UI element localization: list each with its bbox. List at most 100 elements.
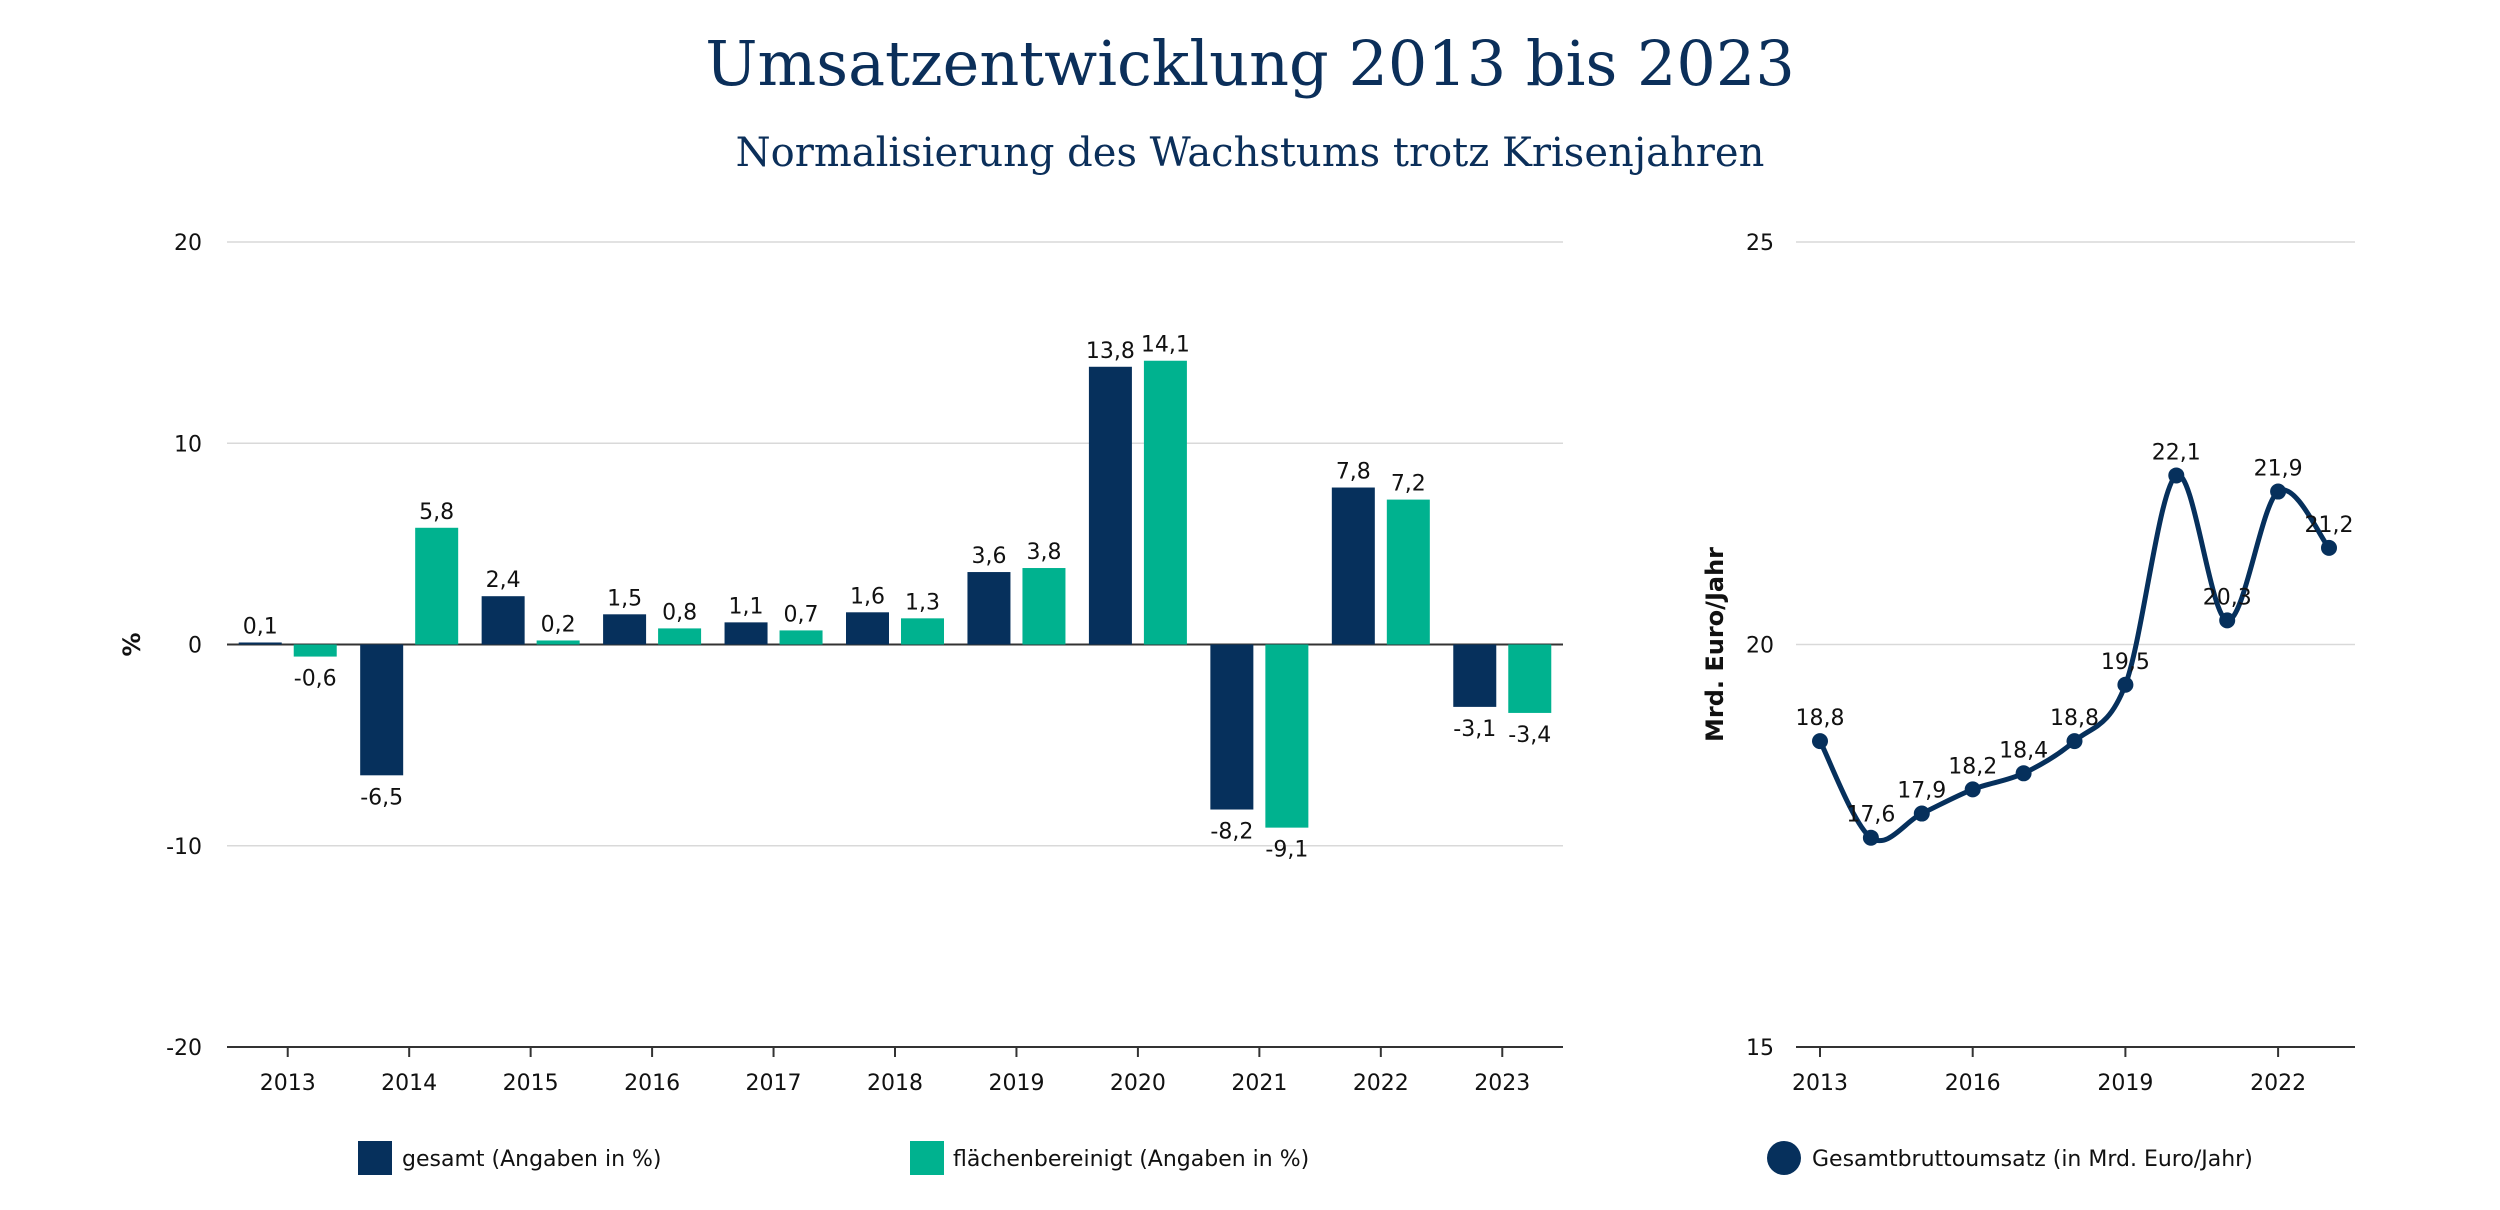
y-tick-label: 20 [174,231,202,256]
x-tick-label: 2018 [867,1071,923,1096]
bar-gesamt [238,642,282,645]
line-point [2270,483,2287,500]
bar-gesamt [603,614,647,645]
bar-data-label: 0,2 [541,612,576,637]
line-data-label: 22,1 [2152,440,2201,465]
legend-label-flaechenbereinigt: flächenbereinigt (Angaben in %) [953,1147,1309,1172]
bar-flaechenbereinigt [1143,360,1187,645]
line-point [1812,733,1828,750]
line-data-label: 21,9 [2254,457,2303,482]
line-series [1817,472,2332,843]
y-tick-label: 15 [1746,1036,1774,1061]
bar-flaechenbereinigt [1386,499,1430,645]
bar-gesamt [481,596,525,645]
legend-label-gesamt: gesamt (Angaben in %) [402,1147,662,1172]
y-tick-label: 20 [1746,634,1774,659]
bar-data-label: 0,7 [784,602,819,627]
x-tick-label: 2021 [1231,1071,1287,1096]
legend-swatch-gesamt [358,1141,392,1175]
x-tick-label: 2016 [624,1071,680,1096]
y-tick-label: 10 [174,432,202,457]
bar-data-label: -3,1 [1453,717,1496,742]
line-point [1862,829,1879,846]
line-point [2117,676,2134,693]
bar-gesamt [846,612,889,645]
line-point [1964,781,1981,798]
bar-gesamt [360,644,404,776]
x-tick-label: 2015 [503,1071,559,1096]
bar-data-label: -6,5 [360,785,403,810]
bar-data-label: -0,6 [294,667,337,692]
bar-data-label: -9,1 [1265,838,1308,863]
y-axis-title: Mrd. Euro/Jahr [1701,547,1729,742]
bar-flaechenbereinigt [1022,568,1066,645]
x-tick-label: 2016 [1945,1071,2001,1096]
line-data-label: 21,2 [2305,513,2354,538]
x-tick-label: 2023 [1474,1071,1530,1096]
bar-data-label: 1,3 [905,590,940,615]
line-point [2168,467,2185,484]
bar-gesamt [724,622,768,645]
bar-data-label: 13,8 [1086,339,1135,364]
x-tick-label: 2014 [381,1071,437,1096]
line-point [2015,765,2032,782]
bar-flaechenbereinigt [901,618,944,645]
x-tick-label: 2020 [1110,1071,1166,1096]
y-tick-label: 25 [1746,231,1774,256]
bar-flaechenbereinigt [1508,644,1552,713]
line-data-label: 20,3 [2203,585,2252,610]
bar-data-label: 0,1 [243,614,278,639]
x-tick-label: 2022 [2250,1071,2306,1096]
bar-gesamt [1453,644,1497,707]
bar-gesamt [1331,487,1375,645]
bar-data-label: 14,1 [1141,333,1190,358]
bar-data-label: 2,4 [486,568,521,593]
bar-flaechenbereinigt [536,640,580,645]
x-tick-label: 2019 [2097,1071,2153,1096]
line-point [1913,805,1930,822]
x-tick-label: 2013 [1792,1071,1848,1096]
legend-marker-gesamtbruttoumsatz [1767,1141,1801,1175]
bar-flaechenbereinigt [779,630,823,645]
line-data-label: 19,5 [2101,650,2150,675]
bar-data-label: 7,8 [1336,460,1371,485]
x-tick-label: 2013 [260,1071,316,1096]
bar-data-label: 5,8 [419,500,454,525]
y-tick-label: 0 [188,634,202,659]
y-tick-label: -10 [166,835,202,860]
line-data-label: 17,6 [1846,803,1895,828]
line-point [2066,733,2083,750]
line-point [2321,539,2337,556]
bar-gesamt [1088,366,1132,645]
line-data-label: 18,2 [1948,754,1997,779]
bar-data-label: 1,1 [729,594,764,619]
legend-swatch-flaechenbereinigt [910,1141,944,1175]
bar-gesamt [1210,644,1254,810]
x-tick-label: 2022 [1353,1071,1409,1096]
line-point [2219,612,2236,629]
chart-subtitle: Normalisierung des Wachstums trotz Krise… [736,130,1765,176]
bar-flaechenbereinigt [415,527,459,645]
bar-data-label: 1,5 [607,586,642,611]
x-tick-label: 2017 [746,1071,802,1096]
chart-title: Umsatzentwicklung 2013 bis 2023 [705,27,1795,100]
line-data-label: 18,8 [1796,706,1845,731]
bar-data-label: -3,4 [1508,723,1551,748]
bar-flaechenbereinigt [293,644,337,657]
x-tick-label: 2019 [988,1071,1044,1096]
bar-data-label: -8,2 [1210,820,1253,845]
bar-flaechenbereinigt [1265,644,1309,828]
bar-flaechenbereinigt [658,628,702,645]
y-tick-label: -20 [166,1036,202,1061]
line-data-label: 18,8 [2050,706,2099,731]
line-data-label: 17,9 [1897,779,1946,804]
bar-data-label: 3,6 [971,544,1006,569]
y-axis-title: % [118,632,146,656]
line-data-label: 18,4 [1999,738,2048,763]
bar-gesamt [967,572,1011,645]
bar-data-label: 7,2 [1391,472,1426,497]
bar-data-label: 0,8 [662,600,697,625]
legend-label-gesamtbruttoumsatz: Gesamtbruttoumsatz (in Mrd. Euro/Jahr) [1812,1147,2253,1172]
